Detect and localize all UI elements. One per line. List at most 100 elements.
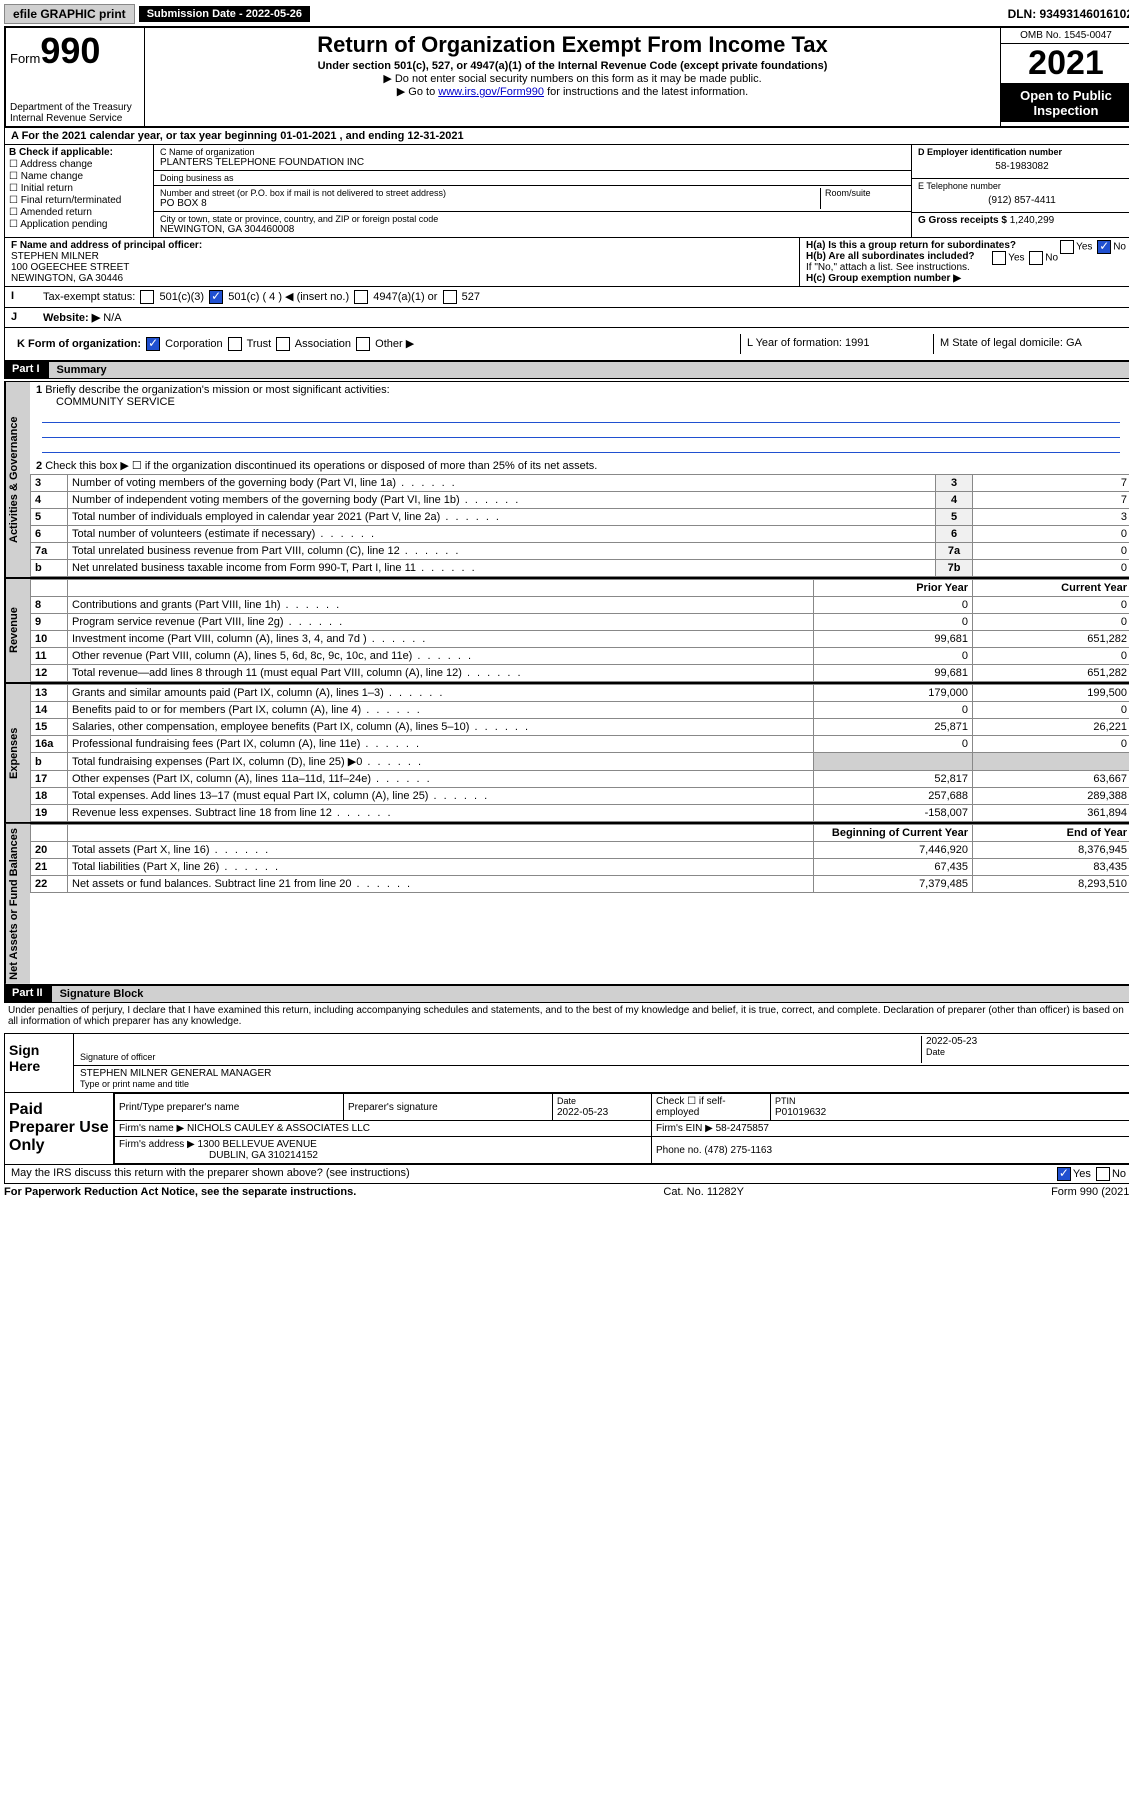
note-ssn: ▶ Do not enter social security numbers o…: [151, 72, 994, 85]
chk-amended[interactable]: ☐ Amended return: [9, 207, 149, 218]
tab-expenses: Expenses: [5, 684, 30, 822]
org-name: PLANTERS TELEPHONE FOUNDATION INC: [160, 157, 905, 168]
chk-initial-return[interactable]: ☐ Initial return: [9, 183, 149, 194]
chk-501c3[interactable]: [140, 290, 154, 304]
firm-phone-label: Phone no.: [656, 1145, 702, 1156]
website-value: N/A: [103, 312, 121, 324]
irs-link[interactable]: www.irs.gov/Form990: [438, 86, 544, 98]
tax-exempt-label: Tax-exempt status:: [43, 291, 135, 303]
sig-date: 2022-05-23: [926, 1036, 977, 1047]
officer-printed-name: STEPHEN MILNER GENERAL MANAGER: [80, 1068, 271, 1079]
hb-no[interactable]: [1029, 251, 1043, 265]
c-name-label: C Name of organization: [160, 147, 905, 157]
part1-title: Summary: [48, 361, 1129, 379]
prep-sig-label: Preparer's signature: [344, 1094, 553, 1121]
ptin-value: P01019632: [775, 1107, 826, 1118]
hc-label: H(c) Group exemption number ▶: [806, 273, 961, 284]
discuss-no[interactable]: [1096, 1167, 1110, 1181]
cat-no: Cat. No. 11282Y: [663, 1186, 744, 1198]
f-label: F Name and address of principal officer:: [11, 240, 202, 251]
chk-name-change[interactable]: ☐ Name change: [9, 171, 149, 182]
gross-label: G Gross receipts $: [918, 215, 1007, 226]
b-label: B Check if applicable:: [9, 147, 113, 158]
gross-value: 1,240,299: [1010, 215, 1055, 226]
prep-name-label: Print/Type preparer's name: [115, 1094, 344, 1121]
chk-501c[interactable]: [209, 290, 223, 304]
firm-name: NICHOLS CAULEY & ASSOCIATES LLC: [187, 1123, 370, 1134]
summary-section: Activities & Governance 1 Briefly descri…: [4, 381, 1129, 985]
firm-ein: 58-2475857: [716, 1123, 769, 1134]
irs-label: Internal Revenue Service: [10, 113, 140, 124]
chk-final-return[interactable]: ☐ Final return/terminated: [9, 195, 149, 206]
note-post: for instructions and the latest informat…: [544, 86, 748, 98]
firm-ein-label: Firm's EIN ▶: [656, 1123, 713, 1134]
dln: DLN: 93493146016102: [1008, 7, 1129, 21]
state-domicile: M State of legal domicile: GA: [933, 334, 1126, 354]
table-net-assets: Beginning of Current YearEnd of Year20To…: [30, 824, 1129, 893]
table-governance: 3Number of voting members of the governi…: [30, 474, 1129, 577]
firm-phone: (478) 275-1163: [704, 1145, 772, 1156]
phone-label: E Telephone number: [918, 181, 1126, 191]
part1-badge: Part I: [4, 361, 48, 379]
note-pre: ▶ Go to: [397, 86, 438, 98]
k-label: K Form of organization:: [17, 338, 141, 350]
signature-block: Sign Here Signature of officer 2022-05-2…: [4, 1033, 1129, 1093]
chk-assoc[interactable]: [276, 337, 290, 351]
part2-header-row: Part II Signature Block: [4, 985, 1129, 1003]
chk-trust[interactable]: [228, 337, 242, 351]
efile-button[interactable]: efile GRAPHIC print: [4, 4, 135, 24]
chk-pending[interactable]: ☐ Application pending: [9, 219, 149, 230]
section-bcd: B Check if applicable: ☐ Address change …: [4, 145, 1129, 238]
tab-revenue: Revenue: [5, 579, 30, 682]
top-bar: efile GRAPHIC print Submission Date - 20…: [4, 4, 1129, 24]
chk-address-change[interactable]: ☐ Address change: [9, 159, 149, 170]
discuss-label: May the IRS discuss this return with the…: [11, 1167, 1055, 1181]
penalty-text: Under penalties of perjury, I declare th…: [4, 1003, 1129, 1029]
chk-4947[interactable]: [354, 290, 368, 304]
h-note: If "No," attach a list. See instructions…: [806, 262, 1126, 273]
form-title: Return of Organization Exempt From Incom…: [151, 32, 994, 58]
chk-527[interactable]: [443, 290, 457, 304]
dept-treasury: Department of the Treasury: [10, 102, 140, 113]
hb-label: H(b) Are all subordinates included?: [806, 251, 975, 262]
city-value: NEWINGTON, GA 304460008: [160, 224, 905, 235]
discuss-yes[interactable]: [1057, 1167, 1071, 1181]
chk-other[interactable]: [356, 337, 370, 351]
row-i: I Tax-exempt status: 501(c)(3) 501(c) ( …: [4, 287, 1129, 308]
submission-date: Submission Date - 2022-05-26: [139, 6, 310, 22]
part2-title: Signature Block: [51, 985, 1129, 1003]
firm-addr-label: Firm's address ▶: [119, 1139, 195, 1150]
form-subtitle: Under section 501(c), 527, or 4947(a)(1)…: [151, 60, 994, 72]
self-employed[interactable]: Check ☐ if self-employed: [652, 1094, 771, 1121]
ha-no[interactable]: [1097, 240, 1111, 254]
note-link: ▶ Go to www.irs.gov/Form990 for instruct…: [151, 85, 994, 98]
form-header: Form990 Department of the Treasury Inter…: [4, 26, 1129, 128]
sign-here-label: Sign Here: [5, 1034, 74, 1092]
officer-type-label: Type or print name and title: [80, 1079, 189, 1089]
col-d-ein: D Employer identification number 58-1983…: [912, 145, 1129, 237]
part2-badge: Part II: [4, 985, 51, 1003]
form-footer: Form 990 (2021): [1051, 1186, 1129, 1198]
officer-name: STEPHEN MILNER: [11, 251, 99, 262]
firm-name-label: Firm's name ▶: [119, 1123, 184, 1134]
chk-corp[interactable]: [146, 337, 160, 351]
ein-label: D Employer identification number: [918, 147, 1062, 157]
col-b-checkboxes: B Check if applicable: ☐ Address change …: [5, 145, 154, 237]
mission-text: COMMUNITY SERVICE: [36, 396, 175, 408]
officer-addr2: NEWINGTON, GA 30446: [11, 273, 123, 284]
form-word: Form: [10, 51, 40, 66]
officer-addr1: 100 OGEECHEE STREET: [11, 262, 129, 273]
ha-yes[interactable]: [1060, 240, 1074, 254]
row-k: K Form of organization: Corporation Trus…: [4, 328, 1129, 361]
line2-label: Check this box ▶ ☐ if the organization d…: [45, 460, 597, 472]
phone-value: (912) 857-4411: [918, 191, 1126, 210]
year-formation: L Year of formation: 1991: [740, 334, 933, 354]
tab-net-assets: Net Assets or Fund Balances: [5, 824, 30, 984]
firm-addr2: DUBLIN, GA 310214152: [119, 1150, 318, 1161]
row-j: J Website: ▶ N/A: [4, 308, 1129, 328]
hb-yes[interactable]: [992, 251, 1006, 265]
form-number: 990: [40, 30, 100, 71]
paid-prep-label: Paid Preparer Use Only: [5, 1093, 114, 1164]
tab-governance: Activities & Governance: [5, 382, 30, 577]
prep-date: 2022-05-23: [557, 1107, 608, 1118]
